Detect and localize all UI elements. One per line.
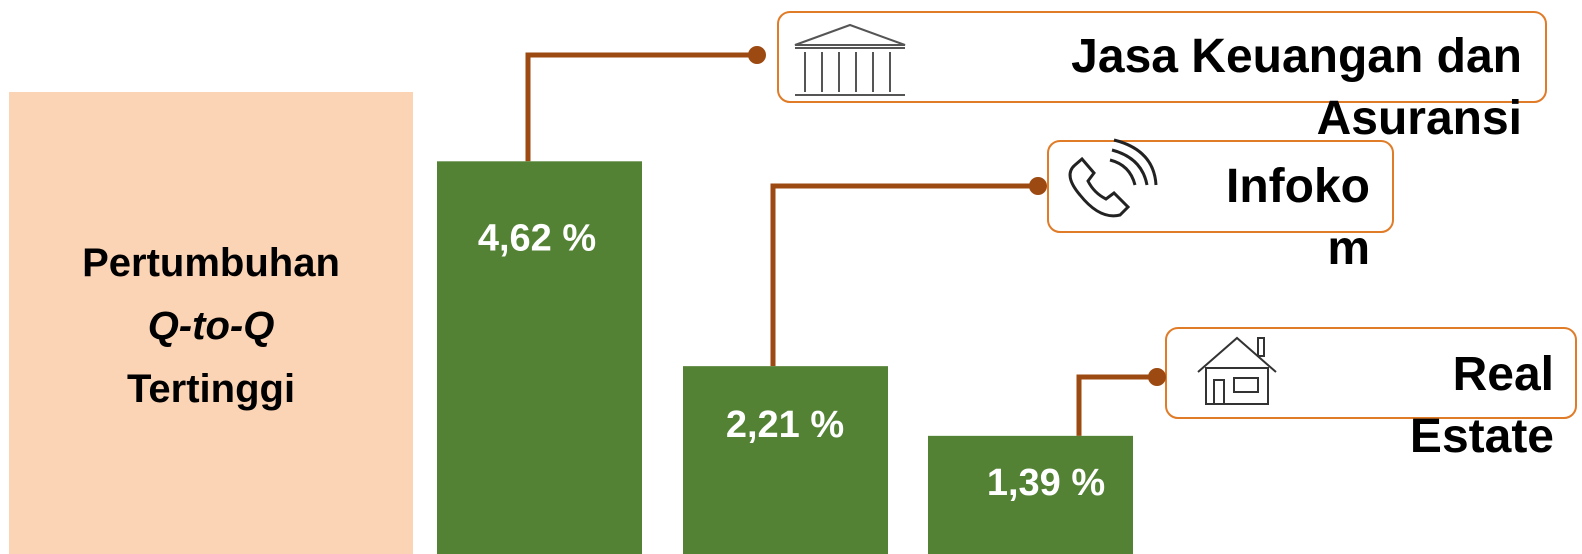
bank-icon — [794, 23, 906, 96]
connector — [770, 183, 1038, 367]
callout-box — [1047, 140, 1394, 233]
callout-box — [777, 11, 1547, 103]
value-label: 1,39 % — [987, 462, 1105, 504]
category-label: Infokom — [1226, 160, 1370, 275]
value-label: 2,21 % — [726, 404, 844, 446]
house-icon — [1197, 336, 1277, 405]
bar — [928, 435, 1133, 554]
chart-title: Pertumbuhan — [82, 241, 340, 285]
category-label: Real Estate — [1409, 348, 1554, 463]
chart-title: Tertinggi — [127, 367, 295, 411]
phone-icon — [1068, 138, 1158, 218]
connector-dot — [748, 46, 766, 64]
chart-title: Q-to-Q — [148, 304, 275, 348]
title-panel — [9, 92, 413, 554]
connector — [1076, 374, 1157, 436]
value-label: 4,62 % — [478, 217, 596, 259]
bar — [437, 161, 642, 554]
category-label: Jasa Keuangan dan Asuransi — [1071, 30, 1522, 145]
connector-dot — [1148, 368, 1166, 386]
connector — [525, 52, 757, 162]
bar — [683, 366, 888, 554]
connector-dot — [1029, 177, 1047, 195]
